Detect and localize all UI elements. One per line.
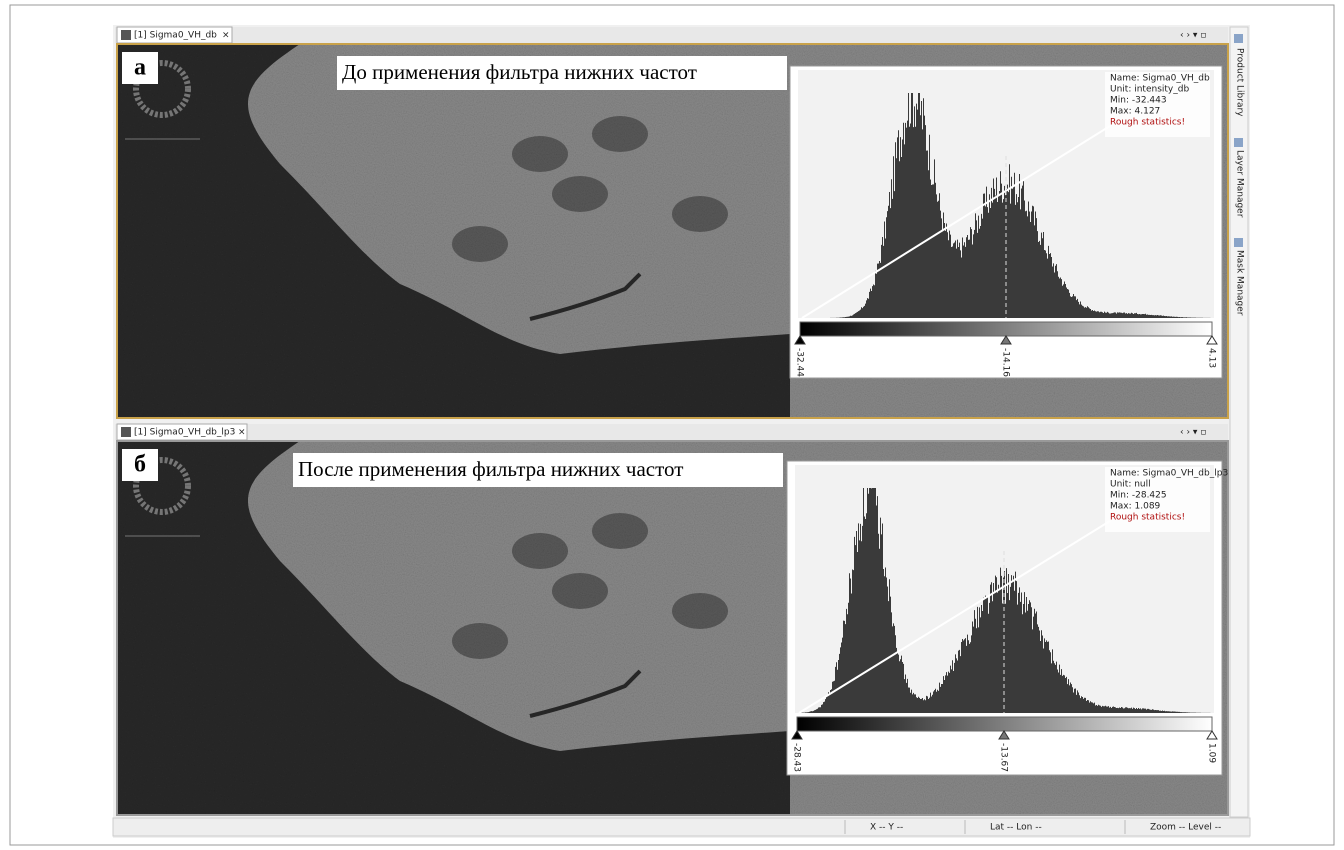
status-xy: X -- Y --	[870, 823, 903, 833]
info-line: Min: -32.443	[1110, 96, 1167, 106]
image-view: [1] Sigma0_VH_db_lp3× ‹ › ▾ ▫ б После приме…	[115, 424, 1228, 815]
info-line: Max: 1.089	[1110, 502, 1161, 512]
screenshot: Product Library Layer Manager Mask Manager…	[0, 0, 1344, 850]
slider-label: -28.43	[792, 743, 802, 772]
tab-bar	[115, 27, 1228, 43]
field-patch	[452, 226, 508, 262]
slider-label: 4.13	[1207, 348, 1217, 368]
info-line: Name: Sigma0_VH_db_lp3	[1110, 469, 1228, 479]
caption: После применения фильтра нижних частот	[298, 457, 683, 481]
slider-label: -14.16	[1001, 348, 1011, 377]
color-bar	[800, 322, 1212, 336]
field-patch	[552, 573, 608, 609]
slider-label: -13.67	[999, 743, 1009, 772]
field-patch	[672, 593, 728, 629]
side-tab-icon[interactable]	[1234, 34, 1243, 43]
caption: До применения фильтра нижних частот	[342, 60, 697, 84]
tab-title[interactable]: [1] Sigma0_VH_db_lp3	[134, 428, 235, 438]
field-patch	[512, 136, 568, 172]
tab-icon	[121, 30, 131, 40]
field-patch	[512, 533, 568, 569]
side-tab[interactable]: Layer Manager	[1235, 150, 1245, 218]
status-latlon: Lat -- Lon --	[990, 823, 1042, 833]
panel-label: а	[134, 55, 146, 81]
info-line: Rough statistics!	[1110, 513, 1185, 523]
view-controls: ‹ › ▾ ▫	[1180, 428, 1206, 438]
side-tab[interactable]: Product Library	[1235, 48, 1245, 117]
field-patch	[552, 176, 608, 212]
slider-label: 1.09	[1207, 743, 1217, 763]
info-line: Unit: intensity_db	[1110, 85, 1189, 95]
side-tab[interactable]: Mask Manager	[1235, 250, 1245, 316]
field-patch	[452, 623, 508, 659]
side-tab-icon[interactable]	[1234, 138, 1243, 147]
side-tab-icon[interactable]	[1234, 238, 1243, 247]
info-line: Max: 4.127	[1110, 107, 1160, 117]
slider-label: -32.44	[795, 348, 805, 377]
status-bar	[113, 818, 1250, 836]
info-line: Name: Sigma0_VH_db	[1110, 74, 1210, 84]
field-patch	[672, 196, 728, 232]
tab-close[interactable]: ×	[222, 31, 230, 41]
field-patch	[592, 116, 648, 152]
tab-close[interactable]: ×	[238, 428, 246, 438]
tab-title[interactable]: [1] Sigma0_VH_db	[134, 31, 217, 41]
info-line: Unit: null	[1110, 480, 1151, 490]
panel-label: б	[134, 452, 146, 478]
view-controls: ‹ › ▾ ▫	[1180, 31, 1206, 41]
status-zoom: Zoom -- Level --	[1150, 823, 1221, 833]
image-view: [1] Sigma0_VH_db × ‹ › ▾ ▫ а До применения ф…	[115, 27, 1228, 418]
tab-icon	[121, 427, 131, 437]
tab-bar	[115, 424, 1228, 440]
field-patch	[592, 513, 648, 549]
info-line: Rough statistics!	[1110, 118, 1185, 128]
info-line: Min: -28.425	[1110, 491, 1167, 501]
color-bar	[797, 717, 1212, 731]
